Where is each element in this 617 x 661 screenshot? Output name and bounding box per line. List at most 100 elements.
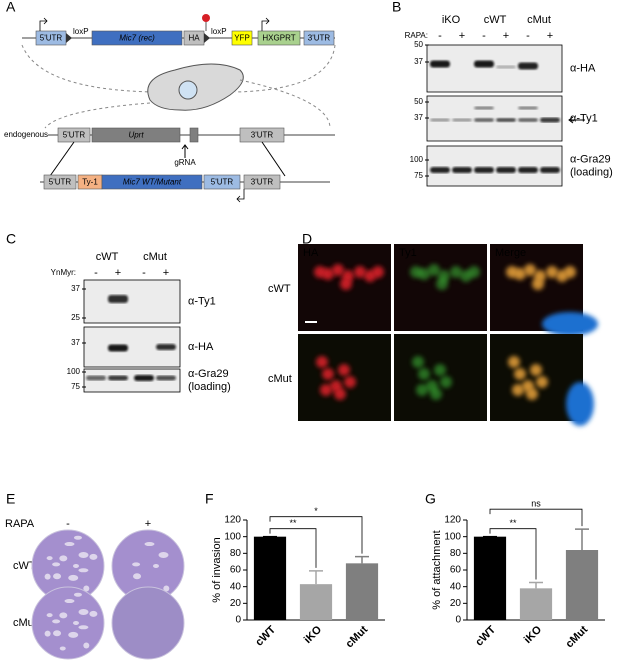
construct-label: loxP: [211, 27, 227, 36]
plaque: [78, 568, 89, 573]
stain: [512, 384, 524, 396]
strain-label: iKO: [442, 14, 461, 26]
plaque: [52, 619, 61, 624]
significance-bracket: [489, 528, 537, 580]
marker-label: 100: [410, 155, 424, 164]
strain-label: cWT: [268, 283, 291, 295]
plaque: [59, 555, 68, 562]
plaque: [89, 610, 98, 617]
stain: [322, 268, 334, 280]
construct-box: [231, 30, 253, 46]
plaque: [53, 630, 62, 637]
y-tick-label: 100: [224, 531, 241, 542]
antibody-label: (loading): [570, 166, 613, 178]
condition-label: +: [145, 518, 151, 530]
construct-label: 5'UTR: [63, 131, 86, 140]
bar: [519, 588, 553, 620]
stain: [372, 266, 384, 278]
bar: [299, 584, 333, 620]
channel-label: Merge: [495, 247, 526, 259]
plaque: [64, 599, 75, 604]
blot: [426, 44, 563, 93]
stain: [340, 278, 352, 290]
treatment-label: YnMyr:: [51, 268, 76, 277]
y-tick-label: 120: [224, 515, 241, 526]
stain: [440, 376, 452, 388]
band: [156, 375, 176, 381]
significance-bracket: [489, 508, 583, 527]
lane-sign: -: [94, 267, 98, 279]
stain: [418, 368, 430, 380]
stain: [530, 364, 542, 376]
lane-sign: +: [115, 267, 121, 279]
strain-label: cWT: [484, 14, 507, 26]
stain: [524, 264, 536, 276]
plaque: [153, 564, 159, 568]
y-tick-label: 120: [444, 515, 461, 526]
construct-box: [189, 127, 199, 143]
treatment-label: RAPA: [5, 518, 35, 530]
marker-label: 25: [71, 313, 80, 322]
band: [518, 167, 538, 173]
marker-label: 37: [71, 338, 80, 347]
channel-label: Ty1: [399, 247, 417, 259]
bar: [565, 550, 599, 620]
plaque: [144, 542, 155, 547]
construct-label: HA: [188, 34, 200, 43]
stain: [434, 364, 446, 376]
construct-box: [203, 174, 241, 190]
lane-sign: +: [503, 30, 509, 42]
plaque: [73, 592, 82, 597]
antibody-label: α-Ty1: [188, 295, 216, 307]
band: [86, 375, 106, 381]
y-tick-label: 80: [230, 548, 242, 559]
marker-label: 75: [414, 171, 423, 180]
y-tick-label: 0: [235, 615, 241, 626]
band: [134, 375, 154, 381]
marker-label: 37: [414, 57, 423, 66]
y-axis-label: % of invasion: [211, 537, 223, 602]
construct-label: 3'UTR: [251, 178, 274, 187]
plaque: [53, 573, 62, 580]
band: [474, 106, 494, 110]
antibody-label: (loading): [188, 381, 231, 393]
locus-label: endogenous: [4, 130, 48, 139]
lane-sign: -: [438, 30, 442, 42]
stain: [468, 266, 480, 278]
tag-head: [202, 14, 210, 22]
y-tick-label: 40: [450, 581, 462, 592]
dashed: [21, 44, 156, 93]
plaque-well: [31, 586, 105, 660]
nucleus-stain: [566, 382, 594, 426]
nucleus-stain: [542, 312, 598, 336]
antibody-label: α-Gra29: [188, 368, 229, 380]
construct-box: [243, 174, 281, 190]
stain: [322, 368, 334, 380]
error-bar: [355, 555, 369, 564]
construct-label: YFP: [234, 34, 250, 43]
marker-label: 37: [414, 113, 423, 122]
band: [540, 167, 560, 173]
stain: [508, 356, 520, 368]
panel-label: B: [392, 0, 401, 15]
recomb: [49, 141, 75, 177]
stain: [418, 268, 430, 280]
construct-label: loxP: [73, 27, 89, 36]
panel-label: F: [205, 491, 214, 507]
lane-sign: -: [526, 30, 530, 42]
bar: [253, 536, 287, 620]
plaque: [59, 646, 66, 651]
y-axis-label: % of attachment: [431, 530, 443, 610]
plaque: [44, 630, 51, 637]
plaque: [132, 562, 141, 567]
stain: [332, 264, 344, 276]
significance-label: **: [509, 518, 517, 528]
arrow: [568, 116, 585, 124]
construct-label: 3'UTR: [251, 131, 274, 140]
treatment-label: RAPA:: [405, 31, 428, 40]
x-tick-label: cMut: [564, 623, 591, 650]
plaque: [68, 631, 79, 638]
panel-label: C: [6, 231, 16, 247]
plaque: [59, 612, 68, 619]
stain: [338, 364, 350, 376]
